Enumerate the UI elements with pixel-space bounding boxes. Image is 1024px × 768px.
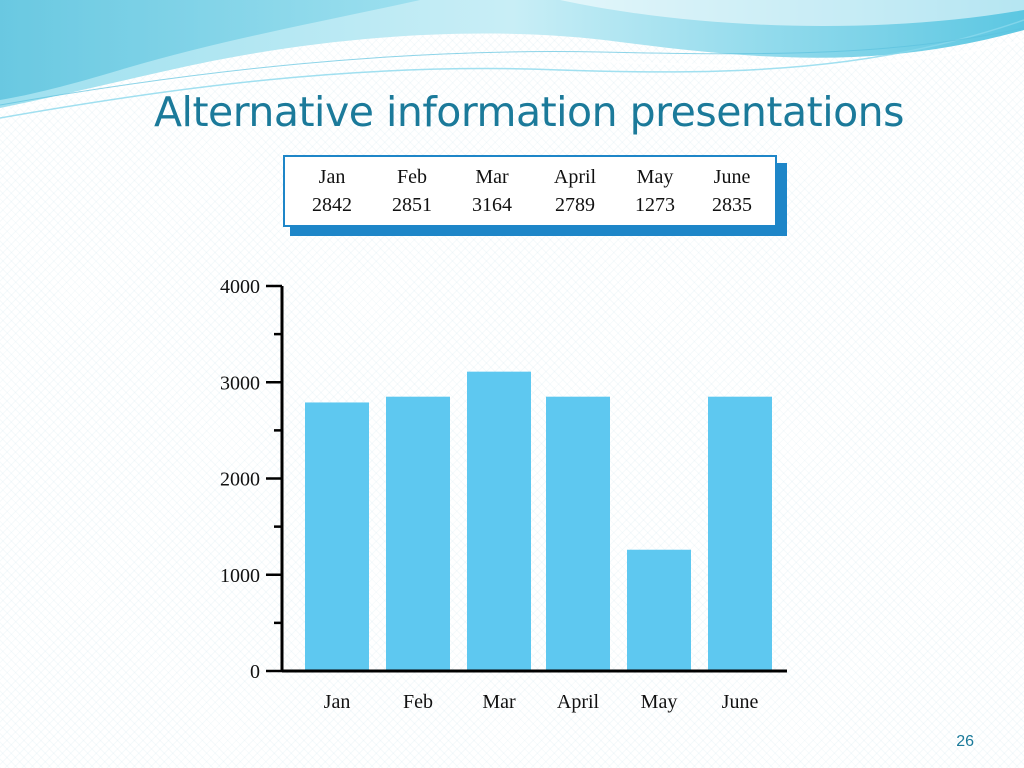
y-tick-label: 1000 <box>220 565 260 587</box>
y-tick-label: 4000 <box>220 276 260 298</box>
table-header-cell: Mar <box>475 166 509 188</box>
table-value-cell: 3164 <box>472 194 512 216</box>
table-header-cell: May <box>636 166 674 188</box>
x-tick-label: Jan <box>324 691 351 713</box>
table-header-cell: Feb <box>397 166 427 188</box>
table-header-cell: June <box>713 166 751 188</box>
bars-group <box>305 371 772 671</box>
data-table: Jan Feb Mar April May June 2842 2851 316… <box>283 155 777 227</box>
table-header-cell: Jan <box>318 166 346 188</box>
table-value-cell: 2789 <box>555 194 595 216</box>
table-value-cell: 2842 <box>312 194 352 216</box>
x-tick-label: Mar <box>482 691 516 713</box>
y-tick-label: 2000 <box>220 469 260 491</box>
table-value-cell: 2851 <box>392 194 432 216</box>
table-header-cell: April <box>553 166 597 188</box>
bar-feb <box>386 396 450 671</box>
header-wave-decoration <box>0 0 1024 119</box>
y-tick-label: 0 <box>250 661 260 683</box>
x-tick-label: Feb <box>403 691 433 713</box>
x-tick-label: April <box>557 691 600 713</box>
axes-group: 0 1000 2000 3000 4000 Jan Feb Mar April May June <box>220 276 787 713</box>
bar-june <box>708 396 772 671</box>
table-value-cell: 2835 <box>712 194 752 216</box>
x-tick-label: May <box>641 691 678 713</box>
slide-title: Alternative information presentations <box>154 88 905 136</box>
bar-mar <box>467 371 531 671</box>
bar-april <box>546 396 610 671</box>
table-value-cell: 1273 <box>635 194 675 216</box>
bar-jan <box>305 402 369 671</box>
bar-may <box>627 549 691 671</box>
y-tick-label: 3000 <box>220 372 260 394</box>
page-number: 26 <box>956 733 974 750</box>
x-tick-label: June <box>722 691 759 713</box>
